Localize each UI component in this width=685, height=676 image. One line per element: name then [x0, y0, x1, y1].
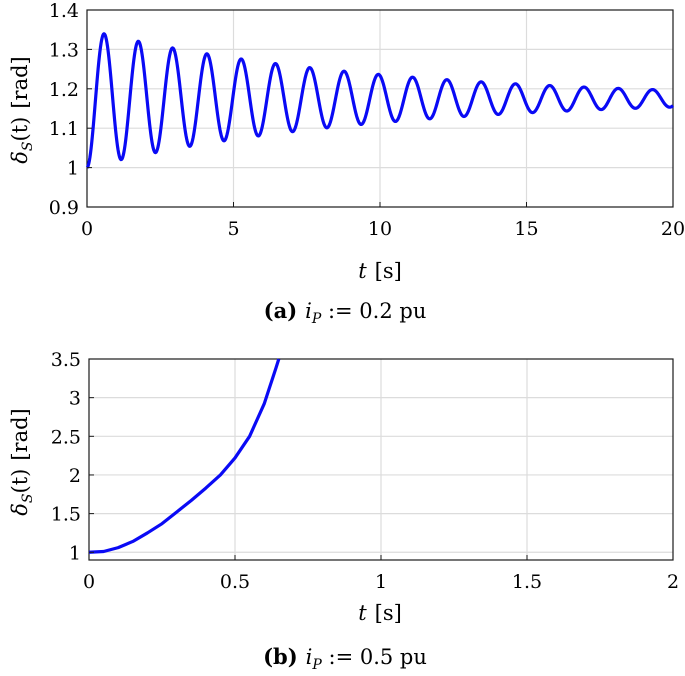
series-line-a: [85, 32, 675, 169]
x-tick-label: 1: [375, 571, 387, 593]
y-tick-label: 3: [69, 388, 81, 410]
x-axis-label-b: t [s]: [358, 601, 402, 625]
caption-a: (a) iP := 0.2 pu: [264, 298, 427, 327]
grid-a: [87, 10, 673, 207]
grid-b: [89, 359, 673, 560]
series-line-b: [88, 358, 281, 554]
x-tick-label: 0.5: [220, 571, 250, 593]
x-axis-label-a: t [s]: [358, 259, 402, 283]
caption-b: (b) iP := 0.5 pu: [263, 644, 427, 673]
x-ticks-a: 0 5 10 15 20: [81, 202, 685, 240]
chart-panel-a: 0 5 10 15 20 0.9 1 1.1 1.2 1.3 1.4 t [s] δS(t)[rad…: [8, 0, 685, 327]
y-tick-label: 2: [69, 465, 81, 487]
chart-panel-b: 0 0.5 1 1.5 2 1 1.5 2 2.5 3 3.5 t [s] δS(t)[rad] (…: [8, 349, 679, 673]
x-tick-label: 1.5: [512, 571, 542, 593]
y-tick-label: 3.5: [51, 349, 81, 371]
y-tick-label: 1: [69, 542, 81, 564]
y-tick-label: 1.1: [49, 118, 79, 140]
y-tick-label: 1: [67, 158, 79, 180]
y-ticks-a: 0.9 1 1.1 1.2 1.3 1.4: [49, 0, 92, 219]
y-axis-label-a: δS(t)[rad]: [8, 56, 36, 163]
x-ticks-b: 0 0.5 1 1.5 2: [83, 555, 679, 593]
y-tick-label: 0.9: [49, 197, 79, 219]
x-tick-label: 15: [514, 218, 538, 240]
y-ticks-b: 1 1.5 2 2.5 3 3.5: [51, 349, 94, 564]
x-tick-label: 20: [661, 218, 685, 240]
x-tick-label: 0: [81, 218, 93, 240]
x-tick-label: 10: [368, 218, 392, 240]
y-tick-label: 1.4: [49, 0, 79, 22]
x-tick-label: 0: [83, 571, 95, 593]
x-tick-label: 2: [667, 571, 679, 593]
y-axis-label-b: δS(t)[rad]: [8, 408, 36, 515]
y-tick-label: 2.5: [51, 426, 81, 448]
x-tick-label: 5: [227, 218, 239, 240]
y-tick-label: 1.5: [51, 504, 81, 526]
y-tick-label: 1.2: [49, 79, 79, 101]
y-tick-label: 1.3: [49, 39, 79, 61]
